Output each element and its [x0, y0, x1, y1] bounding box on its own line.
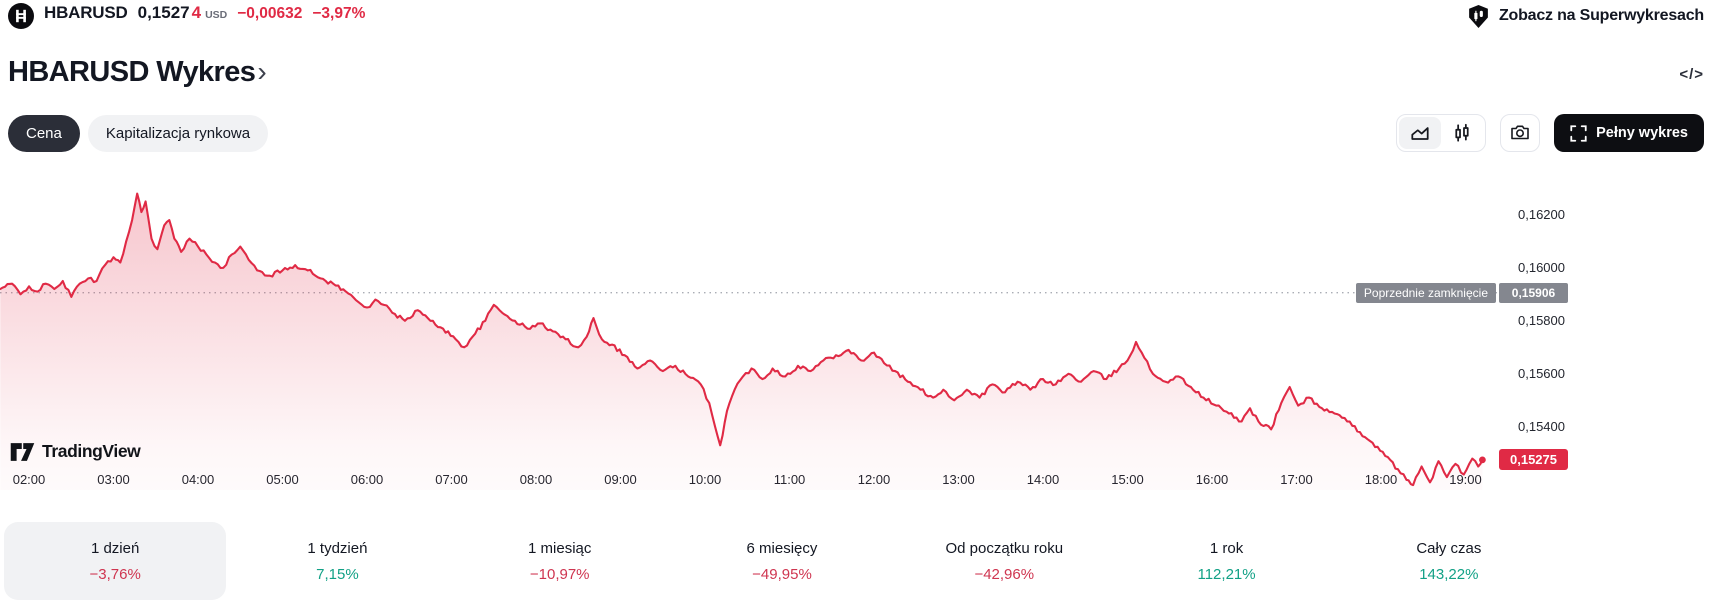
y-axis-label: 0,15400	[1518, 418, 1565, 434]
fullscreen-label: Pełny wykres	[1596, 125, 1688, 141]
x-axis-label: 06:00	[350, 472, 384, 487]
x-axis-label: 14:00	[1026, 472, 1060, 487]
chart-type-candles-button[interactable]	[1441, 117, 1483, 149]
x-axis-label: 12:00	[857, 472, 891, 487]
fullscreen-button[interactable]: Pełny wykres	[1554, 114, 1704, 152]
period-change-value: 112,21%	[1197, 565, 1256, 583]
x-axis-label: 02:00	[12, 472, 46, 487]
area-chart-icon	[1411, 127, 1429, 140]
period-tab-1-dzień[interactable]: 1 dzień −3,76%	[4, 522, 227, 600]
fullscreen-icon	[1570, 124, 1587, 142]
period-label: 1 dzień	[90, 539, 140, 557]
y-axis-label: 0,15600	[1518, 365, 1565, 381]
period-tab-1-miesiąc[interactable]: 1 miesiąc −10,97%	[449, 522, 671, 600]
price-last-digit: 4	[191, 3, 202, 22]
period-label: 6 miesięcy	[746, 539, 818, 557]
last-price-dot	[1479, 456, 1486, 464]
price-line	[0, 192, 1484, 487]
price-currency: USD	[205, 9, 228, 21]
price-value: 0,1527	[137, 3, 190, 22]
y-axis-label: 0,15800	[1518, 312, 1565, 328]
period-tab-cały-czas[interactable]: Cały czas 143,22%	[1338, 522, 1560, 600]
x-axis-label: 11:00	[773, 472, 806, 487]
period-label: Od początku roku	[945, 539, 1064, 557]
supercharts-icon	[1469, 4, 1488, 28]
period-tab-1-tydzień[interactable]: 1 tydzień 7,15%	[226, 522, 448, 600]
supercharts-label: Zobacz na Superwykresach	[1498, 7, 1704, 24]
period-label: Cały czas	[1416, 539, 1482, 557]
x-axis-label: 08:00	[519, 472, 553, 487]
x-axis-label: 19:00	[1449, 472, 1482, 487]
tab-kapitalizacja-rynkowa[interactable]: Kapitalizacja rynkowa	[87, 114, 269, 152]
period-tab-1-rok[interactable]: 1 rok 112,21%	[1115, 522, 1337, 600]
period-change-value: −42,96%	[974, 565, 1035, 583]
x-axis-label: 13:00	[942, 472, 975, 487]
period-change-value: −3,76%	[89, 565, 141, 583]
previous-close-badge: Poprzednie zamknięcie 0,15906	[1355, 282, 1568, 303]
symbol-price: 0,1527 4 USD	[138, 3, 228, 23]
x-axis-label: 04:00	[181, 472, 215, 487]
x-axis-label: 09:00	[604, 472, 637, 487]
y-axis-label: 0,16200	[1518, 206, 1565, 222]
symbol-bar: HBARUSD 0,1527 4 USD −0,00632 −3,97% Zob…	[8, 0, 1704, 32]
period-label: 1 miesiąc	[528, 539, 592, 557]
hedera-logo-icon	[8, 3, 34, 29]
tradingview-logomark	[10, 442, 35, 461]
change-absolute: −0,00632	[237, 5, 303, 22]
change-percent: −3,97%	[312, 5, 366, 22]
page-title-link[interactable]: HBARUSD Wykres ›	[8, 55, 267, 89]
period-label: 1 tydzień	[307, 539, 368, 557]
x-axis-label: 16:00	[1195, 472, 1229, 487]
x-axis-label: 03:00	[97, 472, 130, 487]
period-change-value: 7,15%	[316, 565, 359, 583]
period-label: 1 rok	[1209, 539, 1244, 557]
x-axis-label: 10:00	[688, 472, 722, 487]
last-price-badge: 0,15275	[1499, 449, 1568, 471]
price-change: −0,00632 −3,97%	[237, 5, 365, 23]
y-axis-label: 0,16000	[1518, 259, 1565, 275]
x-axis-label: 07:00	[435, 472, 468, 487]
chart-type-area-button[interactable]	[1399, 117, 1442, 149]
embed-code-button[interactable]: </>	[1679, 66, 1704, 83]
period-change-value: −49,95%	[752, 565, 812, 583]
chart-mode-tabs: Cena Kapitalizacja rynkowa	[8, 114, 269, 152]
period-tab-6-miesięcy[interactable]: 6 miesięcy −49,95%	[671, 522, 893, 600]
page-title: HBARUSD Wykres	[8, 56, 256, 88]
symbol-name: HBARUSD	[44, 3, 128, 22]
x-axis-label: 05:00	[266, 472, 299, 487]
price-area-fill	[0, 193, 1483, 490]
tradingview-wordmark: TradingView	[42, 441, 141, 461]
x-axis-label: 18:00	[1364, 472, 1398, 487]
chevron-right-icon: ›	[257, 55, 267, 87]
code-icon: </>	[1679, 66, 1704, 83]
period-tabs: 1 dzień −3,76% 1 tydzień 7,15% 1 miesiąc −10,…	[4, 522, 1560, 600]
chart-type-switcher	[1396, 114, 1487, 152]
previous-close-value: 0,15906	[1499, 282, 1568, 303]
tradingview-attribution[interactable]: TradingView	[10, 441, 141, 462]
supercharts-link[interactable]: Zobacz na Superwykresach	[1466, 4, 1704, 29]
camera-icon	[1511, 125, 1529, 140]
period-change-value: −10,97%	[529, 565, 590, 583]
x-axis-label: 15:00	[1111, 472, 1144, 487]
snapshot-button[interactable]	[1500, 114, 1541, 152]
previous-close-label: Poprzednie zamknięcie	[1355, 282, 1496, 303]
period-tab-od-początku-roku[interactable]: Od początku roku −42,96%	[893, 522, 1115, 600]
price-chart[interactable]	[0, 160, 1520, 490]
period-change-value: 143,22%	[1419, 565, 1479, 583]
x-axis-label: 17:00	[1280, 472, 1313, 487]
candlestick-icon	[1455, 123, 1469, 142]
tab-cena[interactable]: Cena	[8, 114, 80, 152]
